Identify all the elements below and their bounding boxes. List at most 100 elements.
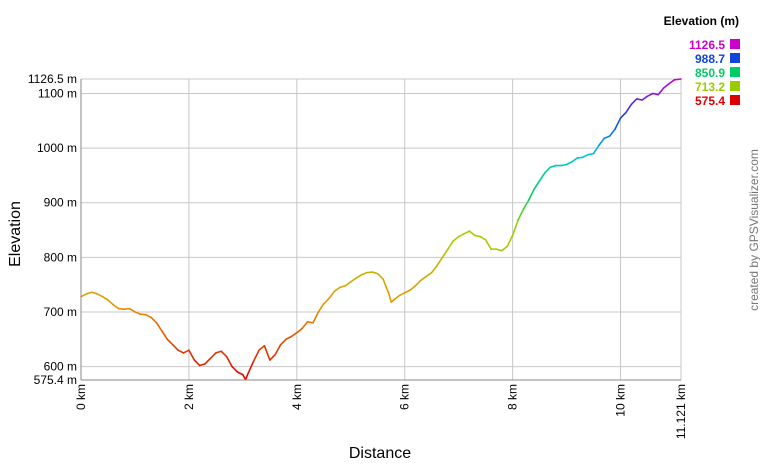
line-segment xyxy=(150,316,158,324)
line-segment xyxy=(166,338,174,346)
legend-label: 850.9 xyxy=(695,66,725,80)
line-segment xyxy=(436,256,444,267)
line-segment xyxy=(139,313,147,316)
legend-title: Elevation (m) xyxy=(664,14,739,28)
line-segment xyxy=(425,271,433,278)
line-segment xyxy=(501,245,509,252)
x-tick-label: 10 km xyxy=(614,384,628,417)
elevation-series-line xyxy=(80,78,682,381)
line-segment xyxy=(528,188,535,201)
line-segment xyxy=(215,350,223,354)
line-segment xyxy=(452,235,460,242)
grid xyxy=(80,78,682,380)
line-segment xyxy=(225,355,233,368)
line-segment xyxy=(274,343,282,356)
line-segment xyxy=(312,311,320,324)
line-segment xyxy=(290,331,298,338)
line-segment xyxy=(571,157,579,163)
legend-swatch xyxy=(730,39,740,49)
line-segment xyxy=(296,327,304,334)
line-segment xyxy=(171,343,179,351)
line-segment xyxy=(306,320,314,324)
line-segment xyxy=(134,311,142,315)
line-segment xyxy=(608,128,616,137)
line-segment xyxy=(625,103,633,114)
line-segment xyxy=(188,349,196,361)
line-segment xyxy=(619,111,627,119)
line-segment xyxy=(161,330,169,341)
line-segment xyxy=(360,271,368,276)
line-segment xyxy=(209,352,217,360)
line-segment xyxy=(263,345,271,361)
line-segment xyxy=(598,137,606,147)
line-segment xyxy=(220,350,228,358)
line-segment xyxy=(155,322,163,332)
line-segment xyxy=(328,290,336,300)
line-segment xyxy=(662,82,670,89)
line-segment xyxy=(468,230,476,237)
line-segment xyxy=(517,208,525,221)
line-segment xyxy=(112,304,120,310)
line-segment xyxy=(479,235,487,241)
legend-swatch xyxy=(730,67,740,77)
line-segment xyxy=(244,372,250,381)
y-tick-label: 600 m xyxy=(44,360,77,374)
x-tick-label: 4 km xyxy=(290,384,304,410)
y-tick-label: 1100 m xyxy=(38,86,77,100)
line-segment xyxy=(236,371,244,376)
line-segment xyxy=(635,98,643,101)
line-segment xyxy=(90,291,98,295)
line-segment xyxy=(344,281,352,287)
line-segment xyxy=(641,95,649,101)
line-segment xyxy=(544,166,552,174)
x-tick-label: 0 km xyxy=(74,384,88,410)
line-segment xyxy=(484,239,492,250)
line-segment xyxy=(463,230,471,235)
line-segment xyxy=(511,219,519,237)
line-segment xyxy=(366,271,374,274)
line-segment xyxy=(447,240,455,250)
line-segment xyxy=(301,320,309,330)
line-segment xyxy=(565,160,573,166)
line-segment xyxy=(414,279,422,287)
line-segment xyxy=(144,313,152,319)
line-segment xyxy=(204,357,212,365)
line-segment xyxy=(581,153,589,159)
line-segment xyxy=(198,363,206,367)
line-segment xyxy=(549,164,557,169)
line-segment xyxy=(376,272,384,280)
line-segment xyxy=(96,293,104,298)
line-segment xyxy=(592,144,600,155)
line-segment xyxy=(317,302,325,313)
line-segment xyxy=(587,152,595,156)
line-segment xyxy=(430,264,438,274)
legend-swatch xyxy=(730,81,740,91)
x-tick-label: 2 km xyxy=(182,384,196,410)
line-segment xyxy=(85,291,93,295)
y-tick-label: 800 m xyxy=(44,250,77,264)
line-segment xyxy=(657,87,665,96)
line-segment xyxy=(382,278,390,294)
line-segment xyxy=(128,307,136,313)
line-segment xyxy=(247,360,255,374)
line-segment xyxy=(474,234,482,238)
line-segment xyxy=(252,349,260,362)
line-segment xyxy=(495,248,503,252)
legend-label: 713.2 xyxy=(695,80,725,94)
legend-swatch xyxy=(730,53,740,63)
line-segment xyxy=(673,78,682,81)
line-segment xyxy=(398,292,406,297)
y-tick-label: 900 m xyxy=(44,196,77,210)
line-segment xyxy=(522,199,530,211)
line-segment xyxy=(177,349,185,354)
y-tick-label: 700 m xyxy=(44,305,77,319)
x-tick-label: 6 km xyxy=(398,384,412,410)
line-segment xyxy=(576,156,584,159)
line-segment xyxy=(107,299,115,306)
legend-label: 575.4 xyxy=(695,94,725,108)
line-segment xyxy=(603,135,611,140)
